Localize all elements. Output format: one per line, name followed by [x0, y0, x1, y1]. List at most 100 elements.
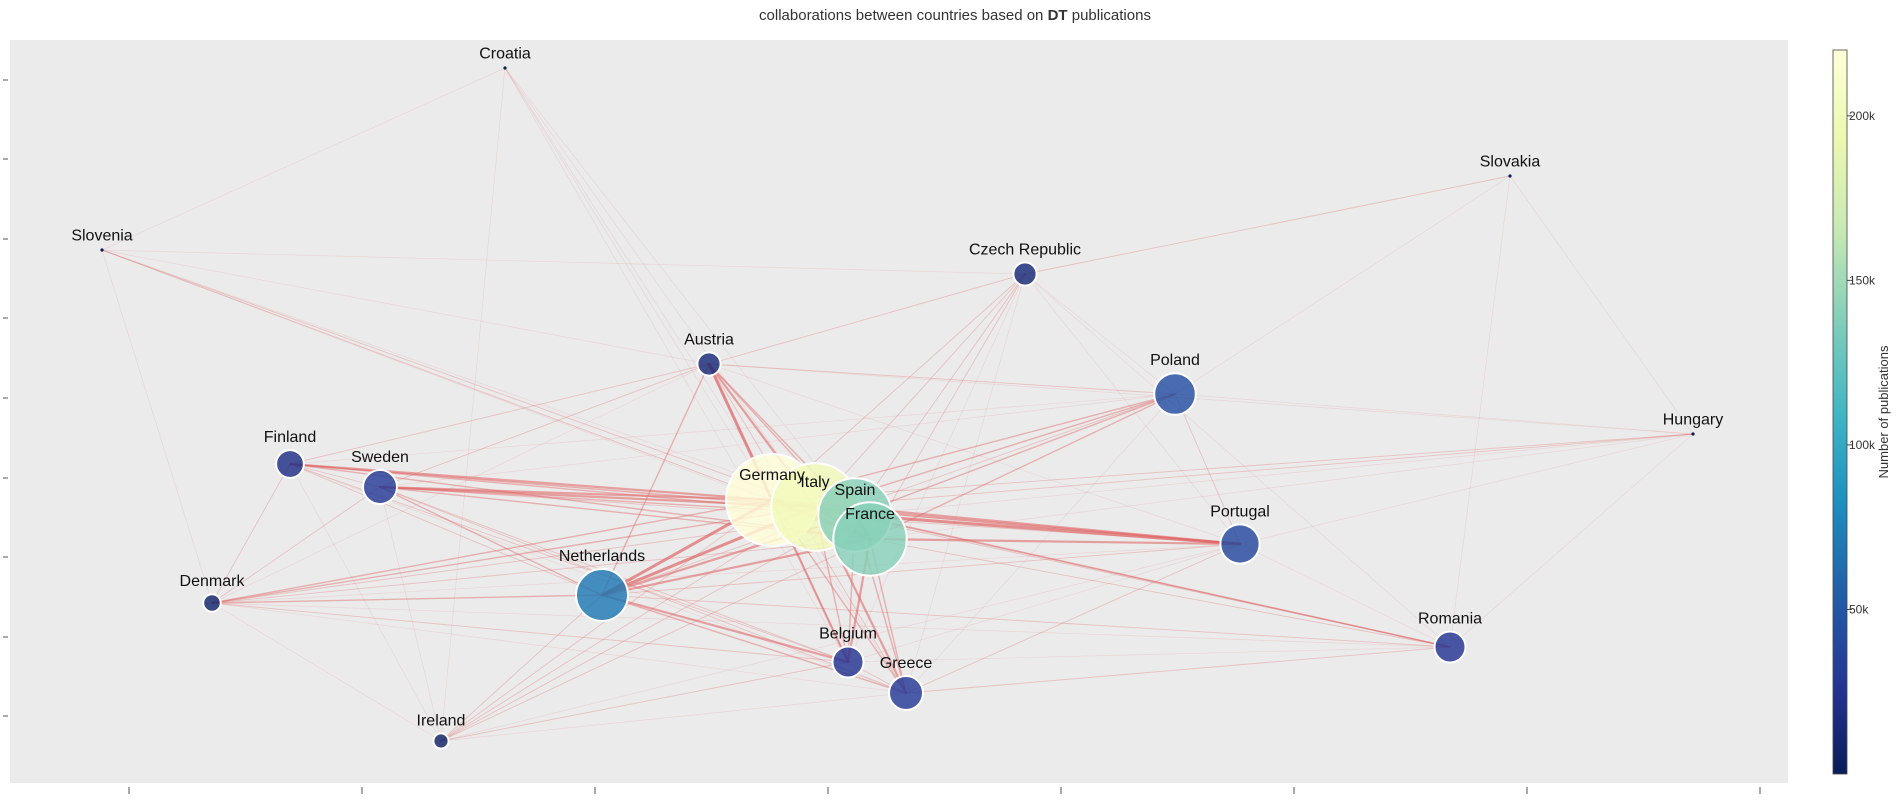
edge-denmark-portugal — [211, 543, 1241, 604]
edge-france-denmark — [211, 538, 871, 604]
edge-hungary-romania — [1449, 433, 1694, 648]
node-label-sweden: Sweden — [351, 449, 409, 466]
edge-greece-portugal — [905, 543, 1241, 694]
edge-austria-finland — [289, 363, 710, 465]
edge-france-romania — [869, 538, 1451, 648]
edge-greece-ireland — [440, 692, 907, 742]
node-label-layer: Croatia Slovakia Slovenia Czech Republic Aus… — [71, 45, 1723, 729]
edge-denmark-romania — [211, 602, 1451, 648]
edge-france-portugal — [868, 537, 1242, 546]
colorbar-tick-label-1: 100k — [1849, 438, 1876, 452]
edge-netherlands-portugal — [601, 543, 1241, 596]
edge-netherlands-denmark — [211, 594, 603, 604]
edge-austria-portugal — [708, 363, 1241, 545]
edge-czech-republic-belgium — [847, 273, 1026, 663]
edge-belgium-ireland — [440, 661, 849, 742]
edge-netherlands-belgium — [600, 593, 850, 664]
plot-area — [10, 40, 1788, 783]
colorbar-gradient — [1832, 49, 1848, 775]
node-label-greece: Greece — [880, 655, 933, 672]
edge-poland-czech-republic — [1024, 273, 1176, 395]
edge-austria-poland — [708, 363, 1176, 395]
edge-germany-denmark — [211, 499, 773, 604]
node-label-denmark: Denmark — [180, 573, 246, 590]
edge-finland-denmark — [211, 463, 291, 604]
edge-spain-czech-republic — [854, 273, 1026, 516]
node-denmark — [202, 593, 222, 613]
edge-france-poland — [869, 393, 1176, 540]
edge-slovenia-czech-republic — [101, 249, 1026, 275]
edge-denmark-ireland — [211, 602, 442, 742]
edge-spain-poland — [854, 393, 1176, 516]
edge-belgium-romania — [847, 646, 1451, 663]
edge-belgium-portugal — [847, 543, 1241, 663]
node-label-france: France — [845, 506, 895, 523]
node-label-portugal: Portugal — [1210, 503, 1270, 520]
edge-poland-sweden — [379, 393, 1176, 488]
edge-italy-croatia — [504, 67, 816, 508]
node-ireland — [432, 732, 450, 750]
edge-netherlands-finland — [289, 463, 603, 596]
edge-austria-hungary — [708, 363, 1694, 435]
edge-greece-czech-republic — [905, 273, 1026, 694]
edge-romania-slovakia — [1449, 175, 1511, 648]
node-label-hungary: Hungary — [1663, 411, 1723, 428]
node-croatia — [503, 66, 507, 70]
edge-spain-ireland — [440, 514, 856, 742]
node-label-czech-republic: Czech Republic — [969, 241, 1081, 258]
edge-greece-romania — [905, 646, 1451, 694]
node-france — [832, 501, 908, 577]
edge-spain-romania — [854, 514, 1451, 648]
edge-czech-republic-romania — [1024, 273, 1451, 648]
edge-spain-hungary — [854, 433, 1694, 516]
node-austria — [696, 351, 722, 377]
node-romania — [1433, 630, 1467, 664]
edge-netherlands-sweden — [379, 486, 603, 596]
node-label-croatia: Croatia — [479, 45, 531, 62]
edge-spain-croatia — [504, 67, 856, 516]
colorbar: 50k 100k 150k 200k Number of publications — [1832, 49, 1891, 775]
colorbar-label: Number of publications — [1876, 345, 1891, 478]
node-czech-republic — [1012, 261, 1038, 287]
node-finland — [275, 449, 305, 479]
edge-sweden-ireland — [379, 486, 442, 742]
node-sweden — [362, 469, 398, 505]
node-label-netherlands: Netherlands — [559, 548, 645, 565]
edge-czech-republic-slovakia — [1024, 175, 1511, 275]
edge-netherlands-romania — [601, 594, 1451, 648]
edge-france-ireland — [440, 538, 871, 742]
edge-italy-slovenia — [101, 249, 816, 508]
edge-portugal-hungary — [1239, 433, 1694, 545]
edge-france-czech-republic — [869, 273, 1026, 540]
edge-germany-slovenia — [101, 249, 773, 501]
edge-sweden-greece — [379, 486, 907, 694]
edge-croatia-greece — [504, 67, 907, 694]
edge-slovakia-hungary — [1509, 175, 1694, 435]
node-belgium — [831, 645, 865, 679]
edge-sweden-denmark — [211, 486, 381, 604]
edge-denmark-belgium — [211, 602, 849, 663]
edge-spain-portugal — [853, 513, 1242, 546]
node-label-austria: Austria — [684, 331, 734, 348]
edge-croatia-belgium — [504, 67, 849, 663]
edge-germany-finland — [288, 462, 774, 502]
node-label-slovenia: Slovenia — [71, 227, 132, 244]
edge-austria-slovenia — [101, 249, 710, 365]
edge-netherlands-austria — [601, 363, 710, 596]
edge-portugal-czech-republic — [1024, 273, 1241, 545]
edge-poland-portugal — [1174, 393, 1241, 545]
node-layer — [100, 66, 1695, 750]
edge-denmark-greece — [211, 602, 907, 694]
node-slovakia — [1508, 174, 1512, 178]
edge-netherlands-poland — [601, 393, 1176, 596]
edge-poland-finland — [289, 393, 1176, 465]
edge-italy-romania — [814, 506, 1451, 648]
edge-italy-ireland — [440, 506, 816, 742]
edge-slovenia-croatia — [101, 67, 506, 251]
colorbar-ticks: 50k 100k 150k 200k — [1847, 109, 1876, 616]
axis-ticks — [3, 79, 1761, 794]
edge-austria-denmark — [211, 363, 710, 604]
edge-austria-sweden — [379, 363, 710, 488]
edge-slovakia-poland — [1174, 175, 1511, 395]
edge-italy-denmark — [211, 506, 816, 604]
